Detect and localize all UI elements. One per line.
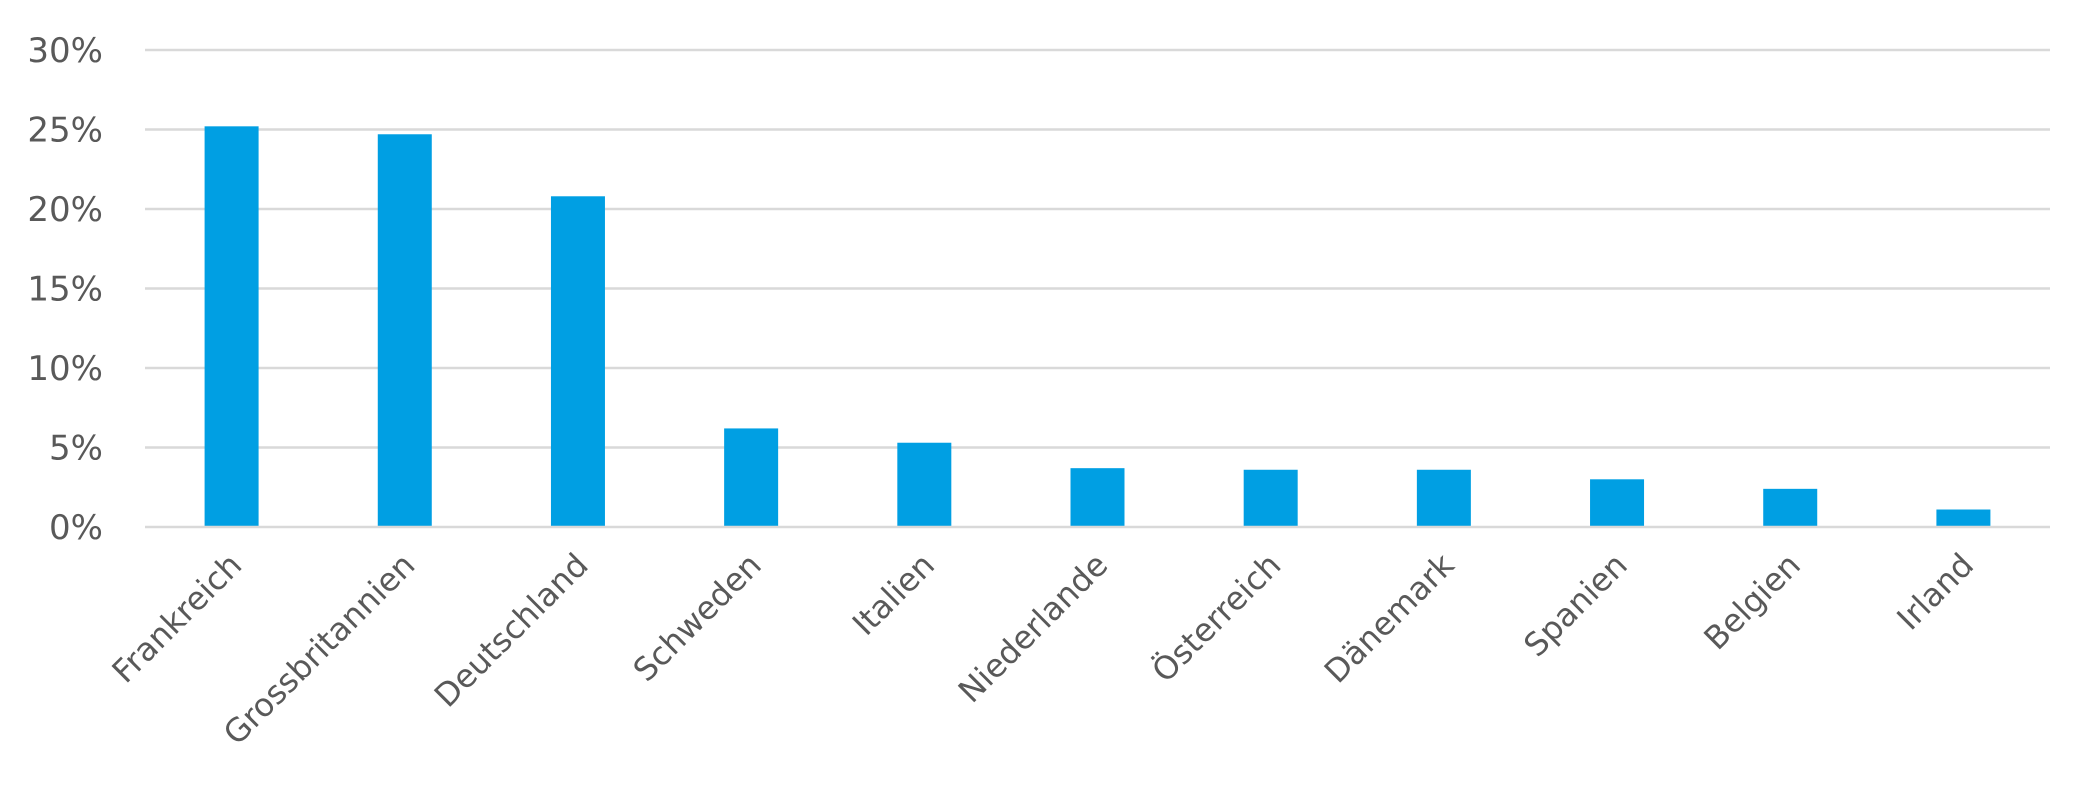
x-tick-label: Österreich [1144,546,1288,690]
x-tick-label: Belgien [1696,546,1808,658]
x-tick-label: Spanien [1516,546,1634,664]
bar-frankreich [204,126,259,527]
x-tick-label: Grossbritannien [216,546,423,753]
bar-irland [1936,509,1991,527]
bars [204,126,1991,527]
y-tick-label: 5% [49,429,103,469]
bar-belgien [1763,488,1818,527]
bar-niederlande [1070,468,1125,527]
x-tick-label: Schweden [626,546,769,689]
bar-österreich [1243,469,1298,527]
bar-schweden [724,428,779,527]
x-tick-label: Niederlande [951,546,1115,710]
y-tick-label: 20% [27,190,103,230]
y-tick-label: 10% [27,349,103,389]
x-tick-label: Italien [845,546,942,643]
y-tick-label: 30% [27,31,103,71]
bar-italien [897,442,952,527]
bar-spanien [1590,479,1645,527]
y-tick-label: 15% [27,270,103,310]
bar-grossbritannien [377,134,432,527]
y-tick-label: 25% [27,111,103,151]
y-axis-ticks: 0% 5% 10% 15% 20% 25% 30% [27,31,103,548]
x-tick-label: Dänemark [1317,545,1462,690]
x-tick-label: Deutschland [427,546,596,715]
bar-deutschland [550,196,605,527]
x-tick-label: Irland [1889,546,1981,638]
x-tick-label: Frankreich [105,546,250,691]
gridlines [145,48,2050,449]
bar-dänemark [1416,469,1471,527]
y-tick-label: 0% [49,508,103,548]
